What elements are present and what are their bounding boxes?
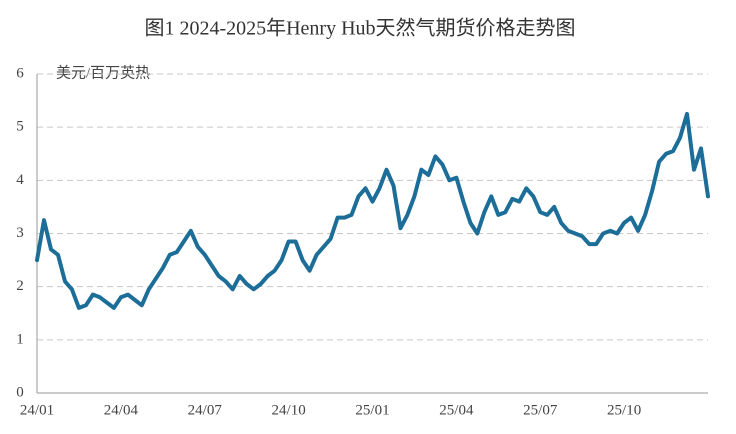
y-axis-label: 美元/百万英热 (56, 63, 150, 81)
x-tick-label: 25/01 (355, 402, 389, 418)
chart-title: 图1 2024-2025年Henry Hub天然气期货价格走势图 (144, 17, 575, 40)
y-tick-label: 2 (16, 278, 24, 294)
x-tick-label: 24/10 (272, 402, 306, 418)
price-line (35, 111, 710, 310)
y-tick-label: 5 (16, 119, 24, 135)
y-tick-label: 4 (16, 172, 24, 188)
x-tick-label: 24/04 (104, 402, 139, 418)
y-tick-label: 0 (16, 384, 24, 400)
x-tick-label: 25/07 (523, 402, 558, 418)
x-tick-label: 24/07 (188, 402, 223, 418)
x-tick-label: 24/01 (20, 402, 54, 418)
y-tick-label: 3 (16, 225, 24, 241)
y-tick-label: 1 (16, 331, 24, 347)
x-tick-label: 25/04 (439, 402, 474, 418)
y-tick-label: 6 (16, 65, 24, 81)
x-tick-label: 25/10 (607, 402, 641, 418)
